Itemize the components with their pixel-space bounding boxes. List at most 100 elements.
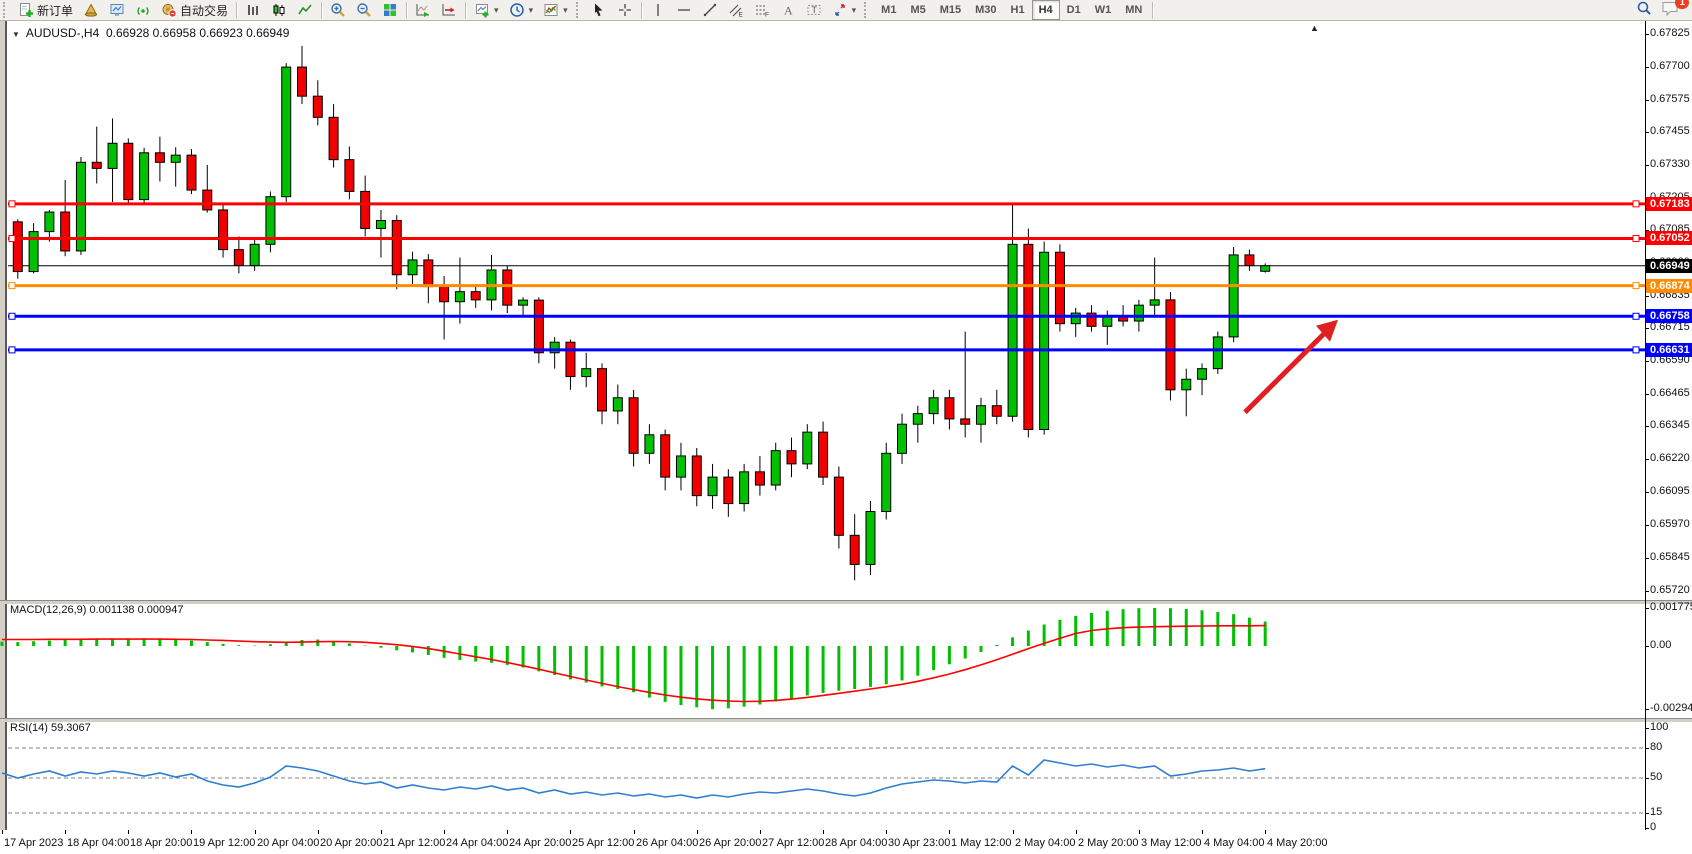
line-handle[interactable] [8,282,16,290]
data-window-button[interactable] [104,0,130,21]
timeframe-h4-button[interactable]: H4 [1031,0,1060,20]
cursor-button[interactable] [586,0,612,21]
line-chart-mode-button[interactable] [292,0,318,21]
bear-candle [470,291,481,301]
timeframe-mn-button[interactable]: MN [1125,4,1143,16]
rsi-indicator-canvas[interactable] [0,719,1692,830]
text-button[interactable]: A [775,0,801,21]
time-axis-label: 26 Apr 20:00 [699,837,762,849]
price-level-badge: 0.66631 [1646,343,1692,357]
new-chart-dropdown-icon[interactable]: ▾ [494,4,499,15]
trendline-button[interactable] [697,0,723,21]
time-axis-tick [1076,830,1077,834]
equidistant-channel-button[interactable]: E [723,0,749,21]
bull-candle [770,450,781,486]
bull-candle [865,511,876,565]
candlestick-mode-button[interactable] [266,0,292,21]
vertical-line-icon [650,2,666,18]
market-watch-button[interactable] [78,0,104,21]
text-label-button[interactable]: T [801,0,827,21]
arrows-dropdown-icon[interactable]: ▾ [851,4,857,15]
toolbar-drag-handle[interactable] [3,2,10,18]
bear-candle [423,259,434,288]
pane-splitter[interactable] [0,718,1692,722]
main-toolbar: 新订单 自动交易 ▾ ▾ ▾ E F A T ▾ M1 M5 M15 M30 H1 H4 D1 W1 MN 1 [0,0,1692,21]
arrows-button[interactable]: ▾ [827,0,862,21]
macd-axis-tick [1645,608,1649,609]
annotation-arrow-head[interactable] [1316,319,1338,342]
timeframe-m30-button[interactable]: M30 [975,4,997,16]
bull-candle [1070,312,1081,325]
pane-splitter[interactable] [0,600,1692,604]
line-handle[interactable] [8,312,16,320]
chart-shift-button[interactable] [436,0,462,21]
rsi-axis-label: 0 [1650,821,1657,833]
bull-candle [707,476,718,497]
horizontal-line-button[interactable] [671,0,697,21]
bull-candle [454,291,465,303]
annotation-arrow-shaft[interactable] [1243,325,1332,415]
line-handle[interactable] [1632,200,1640,208]
vertical-line-button[interactable] [645,0,671,21]
rsi-axis-tick [1645,778,1649,779]
line-handle[interactable] [1632,282,1640,290]
bull-candle [912,413,923,425]
rsi-axis-tick [1645,813,1649,814]
periods-dropdown-icon[interactable]: ▾ [528,4,534,15]
time-axis-tick [949,830,950,834]
line-handle[interactable] [8,346,16,354]
toolbar-separator [321,1,323,19]
price-level-badge: 0.67052 [1646,231,1692,245]
toolbar-drag-handle[interactable] [864,2,871,18]
crosshair-button[interactable] [612,0,638,21]
macd-axis-label: 0.001775 [1650,601,1692,613]
macd-indicator-canvas[interactable] [0,601,1692,718]
timeframe-w1-button[interactable]: W1 [1094,4,1112,16]
notifications-button[interactable]: 1 [1661,0,1689,20]
line-handle[interactable] [8,234,16,242]
time-axis-tick [318,830,319,834]
auto-trading-button[interactable]: 自动交易 [156,0,233,21]
timeframe-h1-button[interactable]: H1 [1010,4,1025,16]
bar-chart-mode-icon [245,2,261,18]
toolbar-drag-handle[interactable] [575,2,583,18]
time-axis[interactable]: 17 Apr 2023 18 Apr 04:00 18 Apr 20:00 19 Ap… [0,830,1692,854]
zoom-in-button[interactable] [325,0,351,21]
chart-shift-marker[interactable]: ▲ [1310,23,1319,33]
time-axis-tick [886,830,887,834]
rsi-axis-label: 15 [1650,806,1663,818]
tile-windows-button[interactable] [377,0,403,21]
zoom-out-button[interactable] [351,0,377,21]
toolbar-separator [236,1,238,19]
fibonacci-button[interactable]: F [749,0,775,21]
timeframe-d1-button[interactable]: D1 [1066,4,1081,16]
new-order-button[interactable]: 新订单 [13,0,78,21]
search-icon[interactable] [1636,0,1653,20]
bear-candle [328,116,339,161]
timeframe-m1-button[interactable]: M1 [881,4,897,16]
strategy-tester-button[interactable] [130,0,156,21]
chart-shift-icon [441,2,457,18]
line-handle[interactable] [1632,346,1640,354]
strategy-tester-icon [135,2,151,18]
candlestick-chart-canvas[interactable] [0,21,1692,601]
chart-dropdown-icon[interactable]: ▼ [12,30,20,39]
indicators-dropdown-icon[interactable]: ▾ [563,4,568,15]
auto-scroll-button[interactable] [410,0,436,21]
timeframe-m15-button[interactable]: M15 [939,4,962,16]
bear-candle [391,220,402,276]
arrows-icon [832,2,848,18]
line-handle[interactable] [8,200,16,208]
bear-candle [91,161,102,169]
new-chart-button[interactable]: ▾ [469,0,504,21]
price-axis-tick [1645,459,1649,460]
periods-button[interactable]: ▾ [504,0,539,21]
market-watch-icon [83,2,99,18]
bar-chart-mode-button[interactable] [240,0,266,21]
line-handle[interactable] [1632,234,1640,242]
line-handle[interactable] [1632,312,1640,320]
price-axis-tick [1645,328,1649,329]
bull-candle [44,211,55,233]
timeframe-m5-button[interactable]: M5 [910,4,926,16]
indicators-button[interactable]: ▾ [538,0,573,21]
